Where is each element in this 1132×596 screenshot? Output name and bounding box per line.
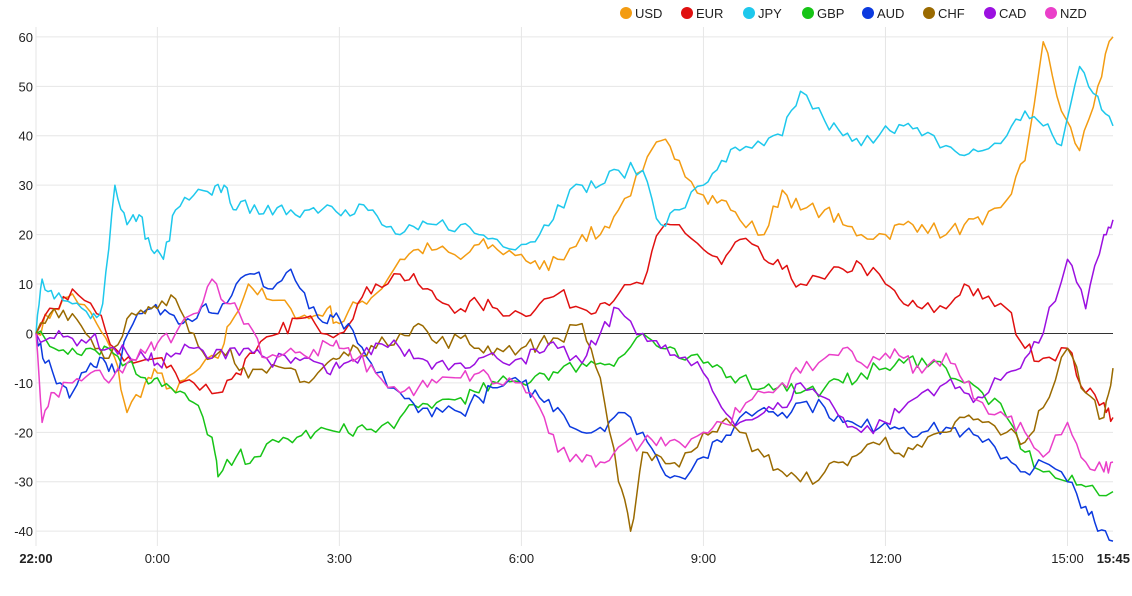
y-tick-label: 30: [19, 178, 33, 193]
series-line-eur: [35, 222, 1114, 423]
x-tick-label: 15:45: [1097, 551, 1130, 566]
legend-label: USD: [635, 6, 662, 21]
legend-item-usd: USD: [620, 6, 662, 21]
y-tick-label: 50: [19, 79, 33, 94]
legend-item-gbp: GBP: [802, 6, 844, 21]
y-tick-label: -10: [14, 376, 33, 391]
legend-marker: [862, 7, 874, 19]
legend-label: CHF: [938, 6, 965, 21]
legend-item-cad: CAD: [984, 6, 1026, 21]
y-tick-label: -40: [14, 524, 33, 539]
series-line-nzd: [35, 278, 1114, 474]
legend-label: EUR: [696, 6, 723, 21]
legend-item-aud: AUD: [862, 6, 904, 21]
x-tick-label: 12:00: [869, 551, 902, 566]
series-line-chf: [35, 294, 1114, 532]
chart-series: [35, 36, 1114, 542]
legend-marker: [681, 7, 693, 19]
y-tick-label: 10: [19, 277, 33, 292]
legend-marker: [802, 7, 814, 19]
chart-legend: USD EUR JPY GBP AUD CHF CAD NZD: [620, 6, 1087, 21]
y-tick-label: -30: [14, 475, 33, 490]
x-tick-label: 3:00: [327, 551, 352, 566]
x-tick-label: 6:00: [509, 551, 534, 566]
legend-item-eur: EUR: [681, 6, 723, 21]
legend-item-chf: CHF: [923, 6, 965, 21]
x-tick-label: 15:00: [1051, 551, 1084, 566]
legend-marker: [1045, 7, 1057, 19]
legend-label: NZD: [1060, 6, 1087, 21]
series-line-cad: [35, 219, 1114, 435]
y-tick-label: 40: [19, 129, 33, 144]
x-tick-label: 22:00: [19, 551, 52, 566]
series-line-usd: [35, 36, 1114, 414]
y-tick-label: -20: [14, 425, 33, 440]
series-line-jpy: [35, 65, 1114, 334]
series-line-gbp: [35, 330, 1114, 497]
legend-marker: [620, 7, 632, 19]
y-tick-label: 20: [19, 228, 33, 243]
legend-marker: [984, 7, 996, 19]
legend-label: CAD: [999, 6, 1026, 21]
legend-item-jpy: JPY: [743, 6, 782, 21]
y-tick-label: 60: [19, 30, 33, 45]
legend-marker: [743, 7, 755, 19]
chart-axes: 60 50 40 30 20 10 0 -10 -20 -30 -40 22:00 0:00 3:00 6:…: [14, 27, 1130, 566]
legend-item-nzd: NZD: [1045, 6, 1087, 21]
legend-label: AUD: [877, 6, 904, 21]
x-tick-label: 0:00: [145, 551, 170, 566]
y-tick-label: 0: [26, 326, 33, 341]
legend-label: GBP: [817, 6, 844, 21]
x-tick-label: 9:00: [691, 551, 716, 566]
legend-marker: [923, 7, 935, 19]
chart-grid: [36, 27, 1113, 546]
legend-label: JPY: [758, 6, 782, 21]
